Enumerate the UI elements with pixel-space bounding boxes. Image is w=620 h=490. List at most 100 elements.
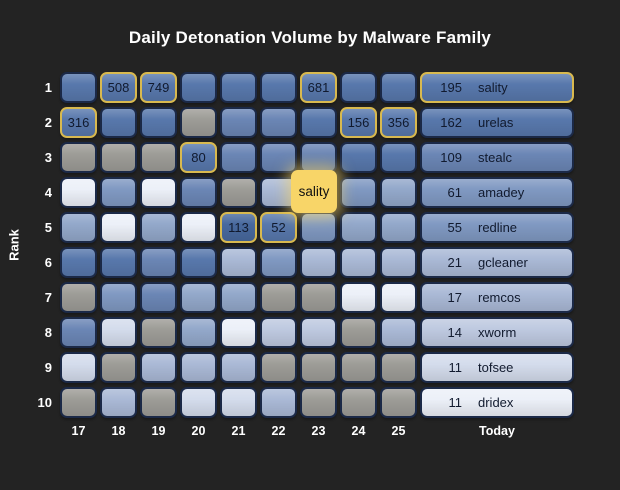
heatmap-cell[interactable] [60, 142, 97, 173]
heatmap-cell[interactable] [220, 142, 257, 173]
heatmap-cell[interactable] [300, 282, 337, 313]
heatmap-cell[interactable] [340, 387, 377, 418]
heatmap-cell[interactable] [100, 107, 137, 138]
heatmap-cell[interactable] [340, 352, 377, 383]
today-cell[interactable]: 14 xworm [420, 317, 574, 348]
heatmap-cell[interactable] [380, 387, 417, 418]
heatmap-cell[interactable] [260, 247, 297, 278]
heatmap-cell[interactable] [380, 142, 417, 173]
heatmap-cell[interactable] [340, 212, 377, 243]
heatmap-cell[interactable]: 80 [180, 142, 217, 173]
heatmap-cell[interactable] [100, 352, 137, 383]
heatmap-cell[interactable] [100, 212, 137, 243]
heatmap-cell[interactable]: 681 [300, 72, 337, 103]
heatmap-cell[interactable] [300, 142, 337, 173]
heatmap-cell[interactable] [220, 177, 257, 208]
heatmap-cell[interactable] [60, 177, 97, 208]
heatmap-cell[interactable] [300, 352, 337, 383]
today-cell[interactable]: 11 tofsee [420, 352, 574, 383]
heatmap-cell[interactable] [380, 212, 417, 243]
heatmap-cell[interactable] [60, 247, 97, 278]
heatmap-cell[interactable] [180, 247, 217, 278]
heatmap-cell[interactable] [220, 107, 257, 138]
heatmap-cell[interactable] [260, 317, 297, 348]
heatmap-cell[interactable] [300, 107, 337, 138]
heatmap-cell[interactable] [300, 317, 337, 348]
heatmap-cell[interactable] [140, 317, 177, 348]
heatmap-cell[interactable] [100, 142, 137, 173]
heatmap-cell[interactable] [220, 317, 257, 348]
heatmap-cell[interactable] [340, 247, 377, 278]
heatmap-cell[interactable] [380, 72, 417, 103]
heatmap-cell[interactable] [60, 387, 97, 418]
heatmap-cell[interactable] [140, 212, 177, 243]
heatmap-cell[interactable]: 156 [340, 107, 377, 138]
heatmap-cell[interactable] [380, 177, 417, 208]
heatmap-cell[interactable] [100, 282, 137, 313]
heatmap-cell[interactable] [100, 247, 137, 278]
heatmap-cell[interactable] [140, 177, 177, 208]
heatmap-cell[interactable] [60, 352, 97, 383]
heatmap-cell[interactable]: 508 [100, 72, 137, 103]
heatmap-cell[interactable] [260, 142, 297, 173]
heatmap-cell[interactable] [380, 282, 417, 313]
heatmap-cell[interactable] [220, 247, 257, 278]
heatmap-cell[interactable] [260, 107, 297, 138]
heatmap-cell[interactable] [340, 282, 377, 313]
heatmap-cell[interactable] [340, 72, 377, 103]
heatmap-cell[interactable] [260, 387, 297, 418]
heatmap-cell[interactable]: 356 [380, 107, 417, 138]
heatmap-cell[interactable] [340, 142, 377, 173]
heatmap-cell[interactable] [140, 247, 177, 278]
heatmap-cell[interactable] [140, 352, 177, 383]
heatmap-cell[interactable]: 52 [260, 212, 297, 243]
heatmap-cell[interactable] [340, 317, 377, 348]
heatmap-cell[interactable] [100, 387, 137, 418]
today-cell[interactable]: 11 dridex [420, 387, 574, 418]
heatmap-cell[interactable] [180, 212, 217, 243]
heatmap-cell[interactable] [140, 282, 177, 313]
heatmap-cell[interactable] [140, 387, 177, 418]
heatmap-cell[interactable] [100, 317, 137, 348]
today-cell[interactable]: 61 amadey [420, 177, 574, 208]
heatmap-cell[interactable]: 113 [220, 212, 257, 243]
heatmap-cell[interactable] [60, 317, 97, 348]
heatmap-cell[interactable] [180, 387, 217, 418]
heatmap-cell[interactable] [180, 177, 217, 208]
heatmap-cell[interactable] [300, 247, 337, 278]
heatmap-cell[interactable] [180, 72, 217, 103]
heatmap-cell[interactable] [340, 177, 377, 208]
heatmap-cell[interactable] [140, 107, 177, 138]
heatmap-cell[interactable] [300, 387, 337, 418]
today-cell[interactable]: 109 stealc [420, 142, 574, 173]
heatmap-cell[interactable] [180, 282, 217, 313]
heatmap-cell[interactable] [220, 72, 257, 103]
heatmap-cell[interactable] [380, 317, 417, 348]
heatmap-cell[interactable] [180, 107, 217, 138]
heatmap-cell[interactable]: 316 [60, 107, 97, 138]
heatmap-cell[interactable] [100, 177, 137, 208]
heatmap-cell[interactable] [60, 212, 97, 243]
today-cell[interactable]: 162 urelas [420, 107, 574, 138]
today-cell[interactable]: 21 gcleaner [420, 247, 574, 278]
today-cell[interactable]: 195 sality [420, 72, 574, 103]
heatmap-cell[interactable] [260, 177, 297, 208]
heatmap-cell[interactable] [140, 142, 177, 173]
heatmap-cell[interactable] [60, 72, 97, 103]
x-tick-label: 23 [311, 424, 326, 438]
heatmap-cell[interactable] [60, 282, 97, 313]
heatmap-cell[interactable] [220, 282, 257, 313]
heatmap-cell[interactable] [300, 212, 337, 243]
heatmap-cell[interactable] [220, 387, 257, 418]
heatmap-cell[interactable] [220, 352, 257, 383]
heatmap-cell[interactable] [180, 352, 217, 383]
heatmap-cell[interactable]: 749 [140, 72, 177, 103]
heatmap-cell[interactable] [260, 282, 297, 313]
heatmap-cell[interactable] [260, 352, 297, 383]
heatmap-cell[interactable] [260, 72, 297, 103]
heatmap-cell[interactable] [380, 352, 417, 383]
heatmap-cell[interactable] [180, 317, 217, 348]
today-cell[interactable]: 17 remcos [420, 282, 574, 313]
today-cell[interactable]: 55 redline [420, 212, 574, 243]
heatmap-cell[interactable] [380, 247, 417, 278]
